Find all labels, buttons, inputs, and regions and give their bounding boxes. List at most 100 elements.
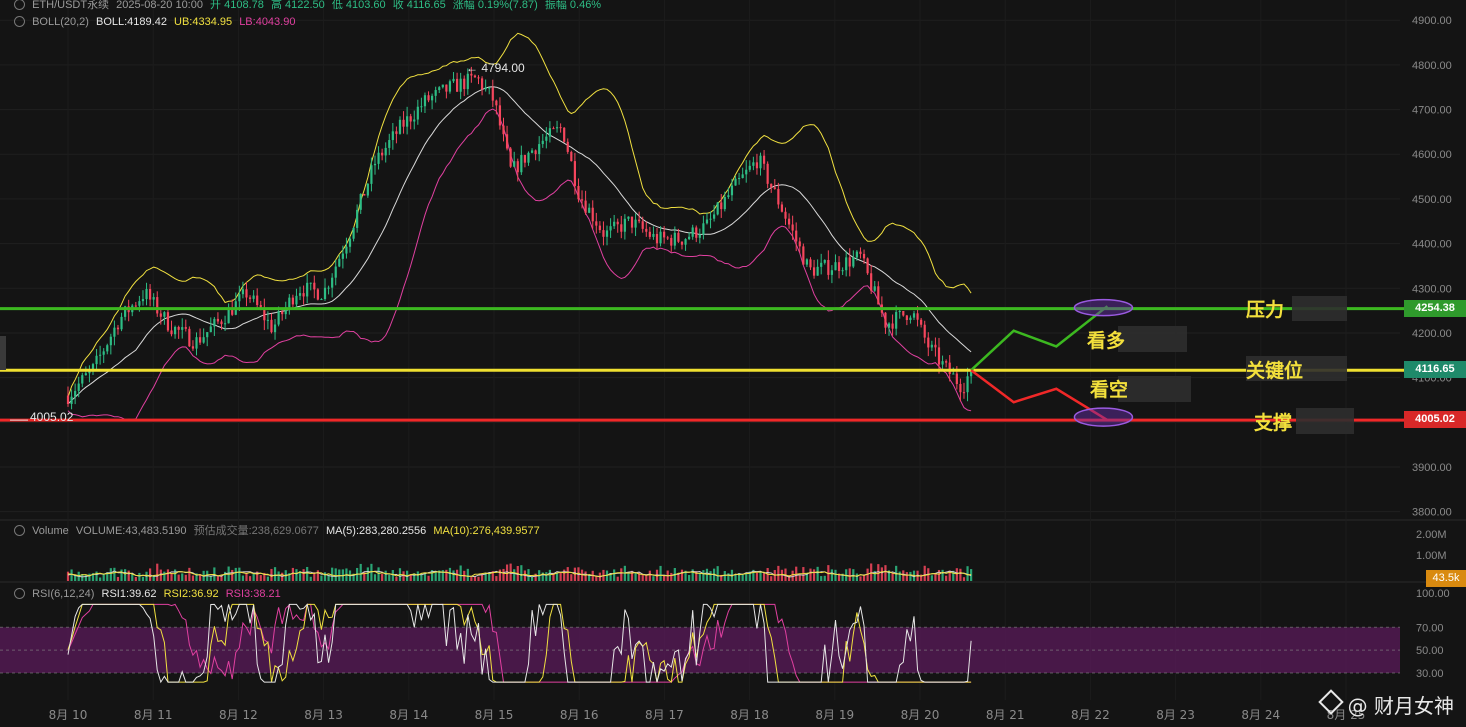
candle-body bbox=[173, 326, 177, 335]
candle-body bbox=[802, 246, 805, 265]
rsi1-line bbox=[67, 603, 972, 684]
volume-bar bbox=[409, 574, 412, 581]
candle-body bbox=[820, 262, 823, 267]
candle-body bbox=[780, 204, 784, 212]
symbol[interactable]: ETH/USDT永续 bbox=[32, 0, 110, 11]
volume-bar bbox=[934, 573, 937, 581]
volume-bar bbox=[716, 566, 719, 581]
candle-body bbox=[113, 327, 116, 337]
volume-ma10: MA(10):276,439.9577 bbox=[433, 525, 540, 537]
volume-bar bbox=[84, 574, 87, 581]
candle-body bbox=[170, 330, 173, 335]
candle-body bbox=[227, 308, 230, 324]
candle-body bbox=[727, 195, 730, 198]
rsi-label[interactable]: RSI(6,12,24) bbox=[32, 588, 95, 600]
volume-bar bbox=[466, 568, 469, 581]
candle-body bbox=[966, 376, 969, 393]
candle-body bbox=[477, 77, 480, 79]
volume-bar bbox=[930, 575, 933, 581]
volume-bar bbox=[855, 573, 858, 581]
volume-bar bbox=[370, 563, 373, 581]
candle-body bbox=[99, 354, 102, 356]
candle-body bbox=[752, 162, 755, 166]
candle-body bbox=[470, 73, 473, 76]
x-tick-label: 8月 18 bbox=[730, 708, 769, 722]
candle-body bbox=[570, 151, 573, 162]
volume-bar bbox=[152, 575, 155, 581]
candle-body bbox=[484, 87, 487, 90]
price-levels bbox=[0, 307, 1405, 422]
candle-body bbox=[248, 297, 252, 299]
sidebar-collapse-tab[interactable] bbox=[0, 336, 6, 370]
candle-body bbox=[548, 128, 552, 137]
y-tick-label: 4200.00 bbox=[1412, 328, 1452, 340]
volume-bar bbox=[420, 573, 423, 581]
bearish-path bbox=[970, 369, 1109, 422]
visibility-icon[interactable] bbox=[14, 525, 25, 536]
volume-bar bbox=[595, 575, 598, 581]
candle-body bbox=[930, 344, 933, 348]
candle-body bbox=[77, 383, 80, 391]
candle-body bbox=[81, 375, 84, 384]
candle-body bbox=[545, 136, 548, 141]
candle-body bbox=[538, 144, 541, 155]
candle-body bbox=[409, 116, 412, 122]
candle-body bbox=[809, 259, 812, 268]
volume-bar bbox=[741, 574, 744, 581]
volume-bar bbox=[580, 569, 584, 581]
candle-body bbox=[231, 308, 234, 315]
support-label: 支撑 bbox=[1254, 412, 1293, 434]
candle-body bbox=[862, 253, 866, 259]
volume-bar bbox=[295, 569, 298, 581]
volume-bar bbox=[441, 570, 444, 581]
volume-bar bbox=[909, 571, 912, 581]
open-value: 开 4108.78 bbox=[210, 0, 264, 11]
y-tick-label: 4400.00 bbox=[1412, 239, 1452, 251]
candle-body bbox=[323, 287, 327, 300]
candle-body bbox=[445, 84, 448, 92]
bullish-label-box bbox=[1118, 326, 1187, 352]
volume-bar bbox=[134, 576, 137, 581]
candle-body bbox=[395, 131, 398, 134]
volume-bar bbox=[331, 567, 334, 581]
candle-body bbox=[916, 313, 919, 320]
candle-body bbox=[723, 197, 726, 210]
visibility-icon[interactable] bbox=[14, 16, 25, 27]
candle-body bbox=[580, 199, 584, 201]
volume-bar bbox=[266, 576, 270, 581]
candle-body bbox=[784, 211, 787, 219]
candle-body bbox=[491, 87, 494, 101]
volume-bar bbox=[880, 567, 883, 581]
candle-body bbox=[416, 106, 419, 120]
candle-body bbox=[398, 119, 402, 134]
candle-body bbox=[288, 297, 291, 308]
volume-bar bbox=[920, 574, 923, 581]
candle-body bbox=[152, 297, 155, 300]
candle-body bbox=[855, 251, 858, 258]
candle-body bbox=[134, 305, 137, 307]
visibility-icon[interactable] bbox=[14, 588, 25, 599]
candle-body bbox=[630, 216, 634, 228]
volume-bar bbox=[970, 569, 973, 581]
candle-body bbox=[124, 306, 127, 317]
candle-body bbox=[266, 319, 270, 321]
volume-bar bbox=[445, 569, 448, 581]
candle-body bbox=[945, 361, 948, 363]
x-tick-label: 8月 10 bbox=[49, 708, 88, 722]
candle-body bbox=[902, 310, 905, 316]
boll-label[interactable]: BOLL(20,2) bbox=[32, 16, 89, 28]
visibility-icon[interactable] bbox=[14, 0, 25, 10]
volume-estimate: 预估成交量:238,629.0677 bbox=[193, 525, 319, 537]
candle-body bbox=[673, 232, 676, 246]
volume-bar bbox=[163, 571, 166, 581]
candle-body bbox=[159, 313, 162, 317]
candle-body bbox=[413, 119, 416, 122]
candle-body bbox=[891, 323, 894, 329]
volume-bar bbox=[173, 569, 177, 581]
bullish-target-ellipse bbox=[1073, 298, 1134, 317]
candle-body bbox=[745, 169, 748, 175]
volume-bar bbox=[616, 576, 619, 581]
volume-bar bbox=[313, 572, 316, 581]
volume-tick-label: 1.00M bbox=[1416, 550, 1447, 562]
volume-label[interactable]: Volume bbox=[32, 525, 69, 537]
